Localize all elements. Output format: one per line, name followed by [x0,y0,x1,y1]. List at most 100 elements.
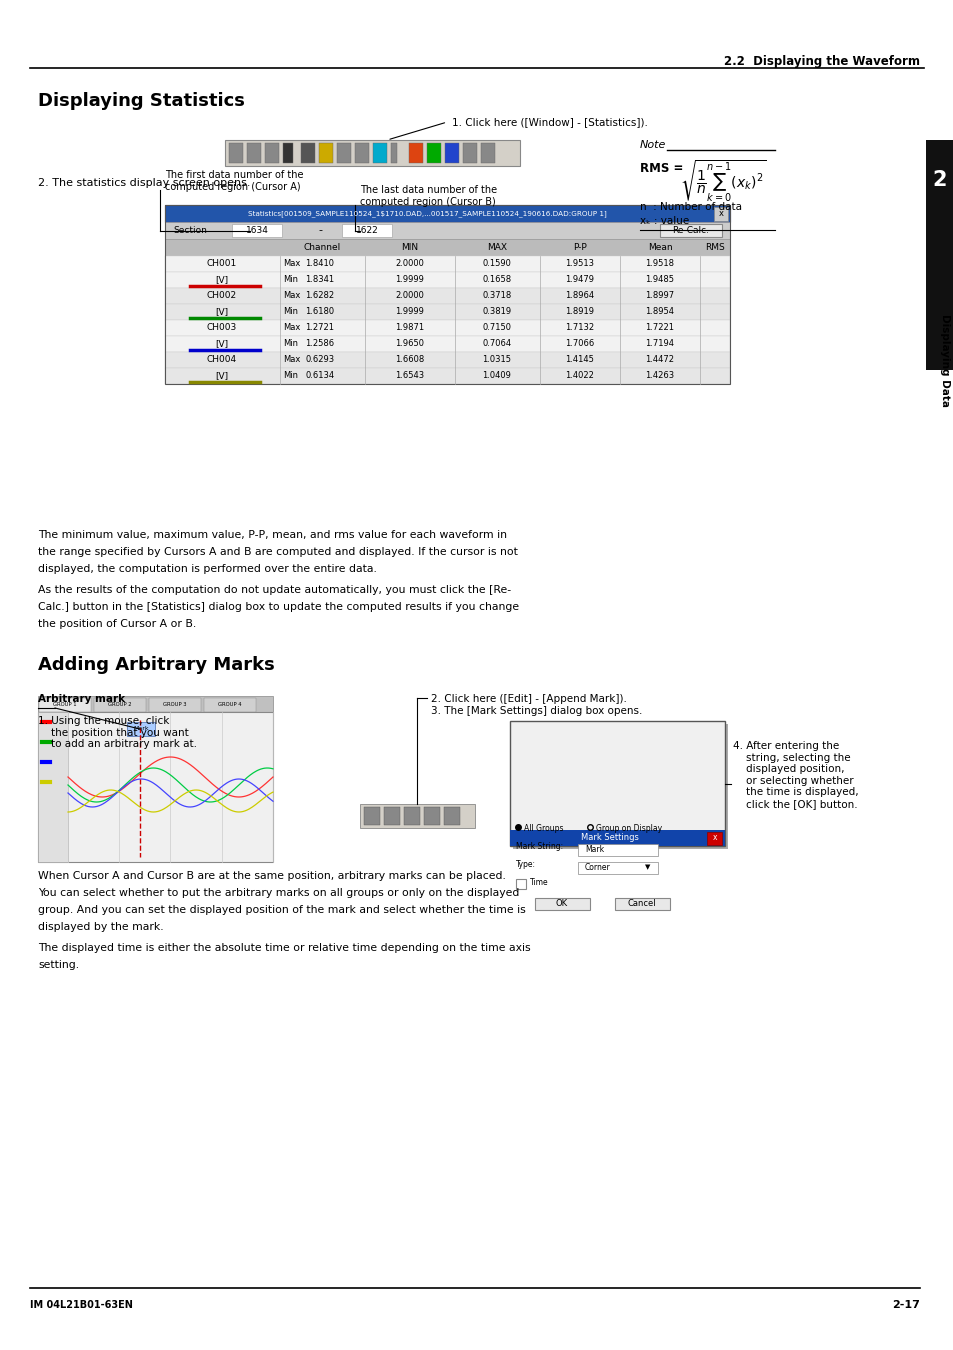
Bar [364,807,379,825]
Text: xₖ : value: xₖ : value [639,216,688,225]
Text: GROUP 2: GROUP 2 [108,702,132,707]
Text: -: - [317,225,322,235]
Bar [165,369,729,383]
Bar [443,807,459,825]
Text: As the results of the computation do not update automatically, you must click th: As the results of the computation do not… [38,585,511,595]
Text: Note: Note [639,140,666,150]
Text: the position of Cursor A or B.: the position of Cursor A or B. [38,620,196,629]
Text: CH004: CH004 [207,355,236,364]
Text: 1622: 1622 [355,225,378,235]
Text: CH002: CH002 [207,292,236,301]
Text: P-P: P-P [573,243,586,252]
Text: setting.: setting. [38,960,79,971]
Text: 1.7066: 1.7066 [565,339,594,348]
Text: When Cursor A and Cursor B are at the same position, arbitrary marks can be plac: When Cursor A and Cursor B are at the sa… [38,871,505,882]
Bar [165,221,729,239]
Bar [127,722,154,736]
Text: All Groups: All Groups [523,824,563,833]
Bar [578,844,658,856]
Bar [149,698,201,711]
Text: Mark: Mark [584,845,603,853]
Text: 1.9485: 1.9485 [645,275,674,285]
Bar [247,143,261,163]
Text: Displaying Statistics: Displaying Statistics [38,92,245,109]
Text: x: x [712,833,717,842]
Bar [165,352,729,369]
Bar [510,721,724,846]
Text: Mean: Mean [647,243,672,252]
Bar [355,143,369,163]
Text: 1.6608: 1.6608 [395,355,424,364]
Text: [V]: [V] [215,275,229,285]
Text: 2. Click here ([Edit] - [Append Mark]).
3. The [Mark Settings] dialog box opens.: 2. Click here ([Edit] - [Append Mark]). … [431,694,642,716]
Text: 1. Using the mouse, click
    the position that you want
    to add an arbitrary: 1. Using the mouse, click the position t… [38,716,196,749]
Bar [341,224,392,238]
Text: 1. Click here ([Window] - [Statistics]).: 1. Click here ([Window] - [Statistics]). [452,117,647,127]
Text: the range specified by Cursors A and B are computed and displayed. If the cursor: the range specified by Cursors A and B a… [38,547,517,558]
Text: 2: 2 [932,170,946,190]
Bar [165,271,729,288]
Text: [V]: [V] [215,308,229,316]
Text: 1.2721: 1.2721 [305,324,335,332]
Bar [165,288,729,304]
Text: Re-Calc.: Re-Calc. [672,225,709,235]
Bar [535,898,589,910]
Text: x: x [718,209,722,219]
Bar [38,711,68,863]
Text: 0.3718: 0.3718 [482,292,511,301]
Text: 0.1590: 0.1590 [482,259,511,269]
Bar [373,143,387,163]
Text: 1.6180: 1.6180 [305,308,335,316]
Text: 2.2  Displaying the Waveform: 2.2 Displaying the Waveform [723,55,919,68]
Bar [165,239,729,256]
Text: Time: Time [530,878,548,887]
Text: CH001: CH001 [207,259,237,269]
Text: Mark Settings: Mark Settings [580,833,638,842]
Text: 1.6282: 1.6282 [305,292,335,301]
Text: [V]: [V] [215,339,229,348]
Bar [659,224,721,238]
Bar [283,143,293,163]
Bar [516,879,525,890]
Text: displayed, the computation is performed over the entire data.: displayed, the computation is performed … [38,564,376,574]
Text: Max: Max [283,259,300,269]
Bar [265,143,278,163]
Text: RMS: RMS [704,243,724,252]
Bar [480,143,495,163]
Text: 1.2586: 1.2586 [305,339,335,348]
Text: 1.0315: 1.0315 [482,355,511,364]
Text: Group on Display: Group on Display [596,824,661,833]
Bar [225,140,519,166]
Text: $\sqrt{\dfrac{1}{n}\sum_{k=0}^{n-1}(x_k)^2}$: $\sqrt{\dfrac{1}{n}\sum_{k=0}^{n-1}(x_k)… [679,158,765,204]
Text: 1.0409: 1.0409 [482,371,511,381]
Text: 1.4263: 1.4263 [645,371,674,381]
Text: The last data number of the
computed region (Cursor B): The last data number of the computed reg… [359,185,497,207]
Text: 0.6293: 0.6293 [305,355,335,364]
Text: The minimum value, maximum value, P-P, mean, and rms value for each waveform in: The minimum value, maximum value, P-P, m… [38,531,506,540]
Bar [423,807,439,825]
Bar [165,256,729,271]
Bar [165,205,729,221]
Bar [444,143,458,163]
Text: n  : Number of data: n : Number of data [639,202,741,212]
Text: Arbitrary mark: Arbitrary mark [38,694,125,703]
Text: 1.6543: 1.6543 [395,371,424,381]
Text: Max: Max [283,292,300,301]
Text: 0.1658: 0.1658 [482,275,511,285]
Text: Corner: Corner [584,863,610,872]
Bar [403,807,419,825]
Text: 1.8341: 1.8341 [305,275,335,285]
Text: 1.7194: 1.7194 [645,339,674,348]
Bar [232,224,282,238]
Bar [391,143,396,163]
Text: 1.9518: 1.9518 [645,259,674,269]
Bar [925,140,953,370]
Text: OK: OK [556,899,567,907]
Text: Section: Section [172,225,207,235]
Bar [462,143,476,163]
Text: Min: Min [283,371,297,381]
Text: [V]: [V] [215,371,229,381]
Text: 2.0000: 2.0000 [395,292,424,301]
Text: CH003: CH003 [207,324,237,332]
Bar [384,807,399,825]
